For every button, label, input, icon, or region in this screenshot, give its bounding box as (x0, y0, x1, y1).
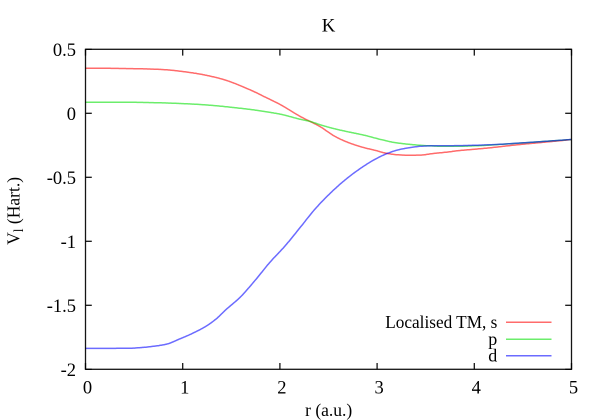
svg-text:d: d (488, 345, 497, 365)
svg-text:-2: -2 (61, 361, 76, 381)
svg-text:4: 4 (472, 379, 481, 399)
svg-text:-0.5: -0.5 (47, 169, 76, 189)
svg-text:K: K (322, 16, 336, 37)
svg-text:-1.5: -1.5 (47, 297, 76, 317)
svg-text:5: 5 (569, 379, 578, 399)
svg-text:0: 0 (83, 379, 92, 399)
svg-text:1: 1 (180, 379, 189, 399)
svg-text:2: 2 (277, 379, 286, 399)
svg-text:0: 0 (67, 105, 76, 125)
svg-text:3: 3 (374, 379, 383, 399)
svg-text:0.5: 0.5 (53, 41, 76, 61)
svg-text:r (a.u.): r (a.u.) (305, 400, 352, 420)
svg-text:p: p (488, 329, 497, 349)
svg-text:-1: -1 (61, 233, 76, 253)
svg-text:Vl (Hart.): Vl (Hart.) (3, 177, 26, 245)
svg-text:Localised TM, s: Localised TM, s (385, 312, 497, 332)
